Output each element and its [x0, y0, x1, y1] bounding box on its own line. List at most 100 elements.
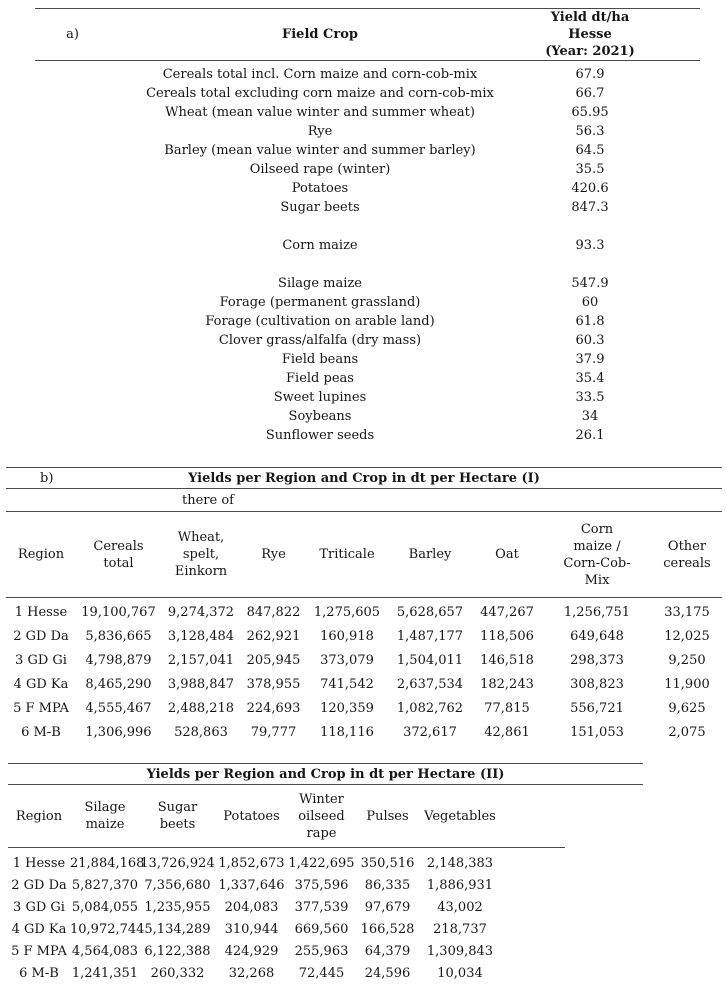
barley-cell: 372,617 [403, 725, 457, 740]
table-a-row: Forage (permanent grassland) 60 [35, 293, 700, 312]
other-cereals-cell: 12,025 [664, 629, 710, 644]
wheat-spelt-einkorn-cell: 2,157,041 [167, 653, 235, 668]
table-b2-row: 1 Hesse 21,884,168 13,726,924 1,852,673 … [8, 853, 500, 875]
pulses-cell: 97,679 [364, 900, 411, 915]
vegetables-cell: 1,886,931 [426, 878, 494, 893]
column-header-cell: Silage maize [84, 800, 126, 832]
yield-column-header: Yield dt/ha Hesse (Year: 2021) [545, 10, 635, 59]
table-b2-row: 3 GD Gi 5,084,055 1,235,955 204,083 377,… [8, 897, 500, 919]
crop-name-cell: Potatoes [291, 181, 349, 196]
table-a-row: Field peas 35.4 [35, 369, 700, 388]
column-header-cell: Sugar beets [157, 800, 198, 832]
barley-cell: 1,504,011 [396, 653, 464, 668]
wheat-spelt-einkorn-cell: 9,274,372 [167, 605, 235, 620]
winter-oilseed-rape-cell: 1,422,695 [288, 856, 355, 871]
table-b2-yields-per-region-2: Yields per Region and Crop in dt per Hec… [8, 763, 643, 985]
table-b1-row: 1 Hesse 19,100,767 9,274,372 847,822 1,2… [6, 601, 722, 625]
region-cell: 5 F MPA [13, 701, 69, 716]
pulses-cell: 64,379 [364, 944, 411, 959]
sugar-beets-cell: 6,122,388 [144, 944, 211, 959]
table-a-row: Sweet lupines 33.5 [35, 388, 700, 407]
column-header-cell: Potatoes [223, 808, 280, 824]
sugar-beets-cell: 13,726,924 [140, 856, 215, 871]
pulses-cell: 350,516 [360, 856, 415, 871]
column-header-cell: Other cereals [663, 538, 711, 571]
other-cereals-cell: 11,900 [664, 677, 710, 692]
table-a-field-crop-yields: a) Field Crop Yield dt/ha Hesse (Year: 2… [35, 8, 700, 450]
cereals-total-cell: 8,465,290 [85, 677, 152, 692]
table-a-row: Corn maize 93.3 [35, 236, 700, 255]
yield-value-cell: 61.8 [575, 314, 605, 329]
table-a-row: Rye 56.3 [35, 122, 700, 141]
field-crop-column-header: Field Crop [282, 27, 358, 42]
vegetables-cell: 10,034 [437, 966, 483, 981]
column-header-cell: Barley [408, 547, 452, 562]
column-header-cell: Region [15, 808, 63, 824]
yield-value-cell: 93.3 [575, 238, 605, 253]
yield-value-cell: 35.5 [575, 162, 605, 177]
column-header-cell: Vegetables [424, 808, 496, 824]
table-b2-title-row: Yields per Region and Crop in dt per Hec… [8, 764, 643, 785]
column-header-cell: Pulses [366, 808, 409, 824]
cereals-total-cell: 5,836,665 [85, 629, 152, 644]
winter-oilseed-rape-cell: 669,560 [294, 922, 349, 937]
winter-oilseed-rape-cell: 377,539 [294, 900, 349, 915]
oat-cell: 77,815 [484, 701, 530, 716]
table-b2-row: 2 GD Da 5,827,370 7,356,680 1,337,646 37… [8, 875, 500, 897]
oat-cell: 146,518 [480, 653, 534, 668]
barley-cell: 1,082,762 [396, 701, 464, 716]
sugar-beets-cell: 260,332 [150, 966, 205, 981]
yield-value-cell: 847.3 [571, 200, 609, 215]
barley-cell: 1,487,177 [396, 629, 464, 644]
vegetables-cell: 2,148,383 [426, 856, 494, 871]
yield-value-cell: 66.7 [575, 86, 605, 101]
wheat-spelt-einkorn-cell: 3,128,484 [167, 629, 235, 644]
yield-value-cell: 420.6 [571, 181, 609, 196]
table-a-row: Forage (cultivation on arable land) 61.8 [35, 312, 700, 331]
crop-name-cell: Sugar beets [280, 200, 360, 215]
corn-maize-ccm-cell: 151,053 [570, 725, 624, 740]
table-a-body: Cereals total incl. Corn maize and corn-… [35, 61, 700, 450]
pulses-cell: 24,596 [364, 966, 411, 981]
pulses-cell: 86,335 [364, 878, 411, 893]
rye-cell: 205,945 [246, 653, 301, 668]
vegetables-cell: 1,309,843 [426, 944, 494, 959]
silage-maize-cell: 5,827,370 [71, 878, 139, 893]
potatoes-cell: 204,083 [224, 900, 279, 915]
other-cereals-cell: 2,075 [668, 725, 706, 740]
sugar-beets-cell: 5,134,289 [144, 922, 211, 937]
crop-name-cell: Clover grass/alfalfa (dry mass) [218, 333, 422, 348]
column-header-cell: Winter oilseed rape [298, 791, 345, 841]
winter-oilseed-rape-cell: 72,445 [298, 966, 345, 981]
crop-name-cell: Forage (permanent grassland) [219, 295, 421, 310]
table-b1-header-row: Region Cereals total Wheat, spelt, Einko… [6, 512, 722, 598]
thereof-row: there of [6, 489, 722, 512]
crop-name-cell: Field peas [286, 371, 354, 386]
yield-value-cell: 64.5 [575, 143, 605, 158]
yield-value-cell: 60.3 [575, 333, 605, 348]
yield-value-cell: 26.1 [575, 428, 605, 443]
table-a-row: Clover grass/alfalfa (dry mass) 60.3 [35, 331, 700, 350]
crop-name-cell: Silage maize [278, 276, 362, 291]
winter-oilseed-rape-cell: 375,596 [294, 878, 349, 893]
yield-value-cell: 33.5 [575, 390, 605, 405]
sugar-beets-cell: 7,356,680 [144, 878, 211, 893]
table-a-header-row: a) Field Crop Yield dt/ha Hesse (Year: 2… [35, 9, 700, 61]
wheat-spelt-einkorn-cell: 3,988,847 [167, 677, 235, 692]
crop-name-cell: Soybeans [288, 409, 352, 424]
thereof-label: there of [182, 493, 234, 508]
winter-oilseed-rape-cell: 255,963 [294, 944, 349, 959]
table-b2-body: 1 Hesse 21,884,168 13,726,924 1,852,673 … [8, 848, 643, 985]
crop-name-cell: Forage (cultivation on arable land) [205, 314, 435, 329]
column-header-cell: Region [17, 547, 65, 562]
crop-name-cell: Field beans [281, 352, 359, 367]
cereals-total-cell: 1,306,996 [85, 725, 152, 740]
potatoes-cell: 1,852,673 [218, 856, 285, 871]
table-b2-row: 6 M-B 1,241,351 260,332 32,268 72,445 24… [8, 963, 500, 985]
column-header-cell: Triticale [319, 547, 375, 562]
yield-value-cell: 37.9 [575, 352, 605, 367]
column-header-cell: Cereals total [93, 538, 144, 571]
yield-value-cell: 60 [581, 295, 599, 310]
cereals-total-cell: 4,798,879 [85, 653, 152, 668]
crop-name-cell: Cereals total incl. Corn maize and corn-… [162, 67, 478, 82]
